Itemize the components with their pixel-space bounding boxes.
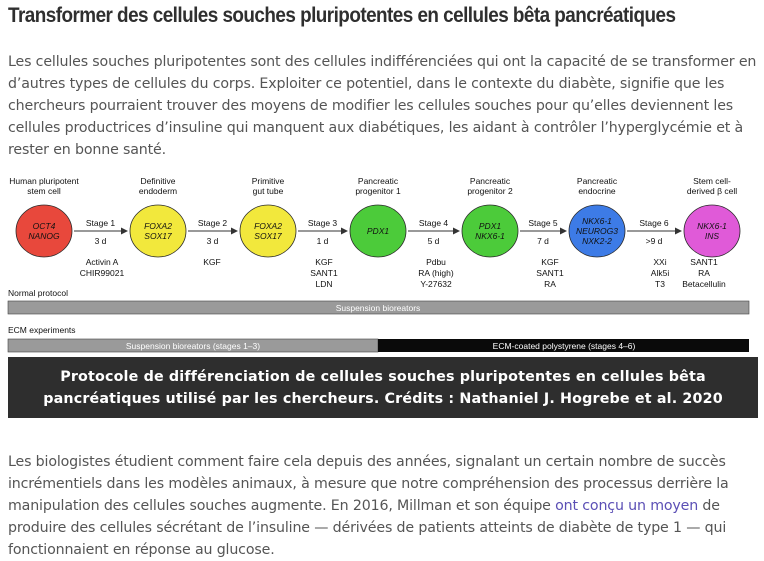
cell-marker-label: PDX1: [479, 221, 501, 231]
suspension-bar: [7, 300, 750, 315]
body-paragraph-text-before: Les biologistes étudient comment faire c…: [8, 454, 729, 514]
cell-header-label: Pancreatic: [470, 176, 511, 186]
growth-factor-label: SANT1: [310, 268, 338, 278]
cell-marker-label: NKX6-1: [582, 216, 612, 226]
growth-factor-label: Betacellulin: [682, 279, 726, 289]
cell-marker-label: FOXA2: [254, 221, 282, 231]
cell-marker-label: NXK2-2: [582, 236, 612, 246]
cell-header-label: Human pluripotent: [9, 176, 79, 186]
growth-factor-label: SANT1: [690, 257, 718, 267]
cell-header-label: Pancreatic: [358, 176, 399, 186]
cell-header-label: stem cell: [27, 186, 61, 196]
ecm-polystyrene-bar-label: ECM-coated polystyrene (stages 4–6): [493, 341, 636, 351]
cell-marker-label: SOX17: [254, 231, 282, 241]
growth-factor-label: Y-27632: [420, 279, 452, 289]
cell-header-label: derived β cell: [687, 186, 737, 196]
body-paragraph: Les biologistes étudient comment faire c…: [8, 451, 760, 561]
article-link[interactable]: ont conçu un moyen: [555, 498, 699, 514]
stage-duration: >9 d: [646, 236, 663, 246]
stage-duration: 1 d: [317, 236, 329, 246]
growth-factor-label: serum-free: [6, 172, 27, 174]
cell-marker-label: NKX6-1: [697, 221, 727, 231]
cell-header-label: Primitive: [252, 176, 285, 186]
ecm-experiments-label: ECM experiments: [8, 325, 76, 335]
cell-header-label: Pancreatic: [577, 176, 618, 186]
growth-factor-label: Pdbu: [426, 257, 446, 267]
cell-circle: [239, 204, 297, 258]
cell-circle: [568, 204, 626, 258]
growth-factor-label: RA (high): [418, 268, 454, 278]
stage-label: Stage 4: [419, 218, 449, 228]
growth-factor-label: Alk5i: [651, 268, 670, 278]
growth-factor-label: RA: [698, 268, 710, 278]
growth-factor-label: Enriched: [6, 172, 23, 174]
cell-header-label: progenitor 1: [355, 186, 401, 196]
growth-factor-label: KGF: [315, 257, 332, 267]
normal-protocol-label: Normal protocol: [8, 288, 68, 298]
stage-label: Stage 1: [86, 218, 116, 228]
cell-circle: [461, 204, 519, 258]
cell-marker-label: PDX1: [367, 226, 389, 236]
cell-header-label: gut tube: [253, 186, 284, 196]
cell-marker-label: FOXA2: [144, 221, 172, 231]
cell-header-label: endocrine: [578, 186, 616, 196]
cell-circle: [129, 204, 187, 258]
cell-marker-label: NKX6-1: [475, 231, 505, 241]
growth-factor-label: SANT1: [536, 268, 564, 278]
cell-circle: [15, 204, 73, 258]
article-title: Transformer des cellules souches pluripo…: [8, 4, 676, 27]
intro-paragraph: Les cellules souches pluripotentes sont …: [8, 54, 757, 158]
growth-factor-label: T3: [655, 279, 665, 289]
growth-factor-label: medium: [6, 172, 21, 174]
growth-factor-label: LDN: [315, 279, 332, 289]
cell-circle: [349, 204, 407, 258]
figure-caption: Protocole de différenciation de cellules…: [8, 357, 758, 418]
cell-marker-label: NANOG: [28, 231, 60, 241]
cell-circle: [683, 204, 741, 258]
cell-header-label: progenitor 2: [467, 186, 513, 196]
body-paragraph-text-after: de produire des cellules sécrétant de l’…: [8, 498, 727, 558]
stage-duration: 3 d: [207, 236, 219, 246]
cell-header-label: Stem cell-: [693, 176, 731, 186]
cell-header-label: endoderm: [139, 186, 177, 196]
stage-duration: 3 d: [95, 236, 107, 246]
cell-header-label: Definitive: [141, 176, 176, 186]
cell-marker-label: INS: [705, 231, 720, 241]
cell-marker-label: OCT4: [33, 221, 56, 231]
growth-factor-label: RA: [544, 279, 556, 289]
growth-factor-label: KGF: [203, 257, 220, 267]
growth-factor-label: CHIR99021: [80, 268, 125, 278]
growth-factor-label: XXi: [653, 257, 666, 267]
stage-label: Stage 3: [308, 218, 338, 228]
stage-label: Stage 6: [639, 218, 669, 228]
stage-duration: 7 d: [537, 236, 549, 246]
ecm-suspension-bar-label: Suspension bioreators (stages 1–3): [126, 341, 260, 351]
growth-factor-label: KGF: [541, 257, 558, 267]
ecm-polystyrene-bar: [378, 339, 749, 352]
suspension-bar-label: Suspension bioreators: [336, 303, 421, 313]
stage-label: Stage 2: [198, 218, 228, 228]
stage-duration: 5 d: [428, 236, 440, 246]
cell-marker-label: SOX17: [144, 231, 172, 241]
stage-label: Stage 5: [528, 218, 558, 228]
cell-marker-label: NEUROG3: [576, 226, 618, 236]
growth-factor-label: Activin A: [86, 257, 119, 267]
